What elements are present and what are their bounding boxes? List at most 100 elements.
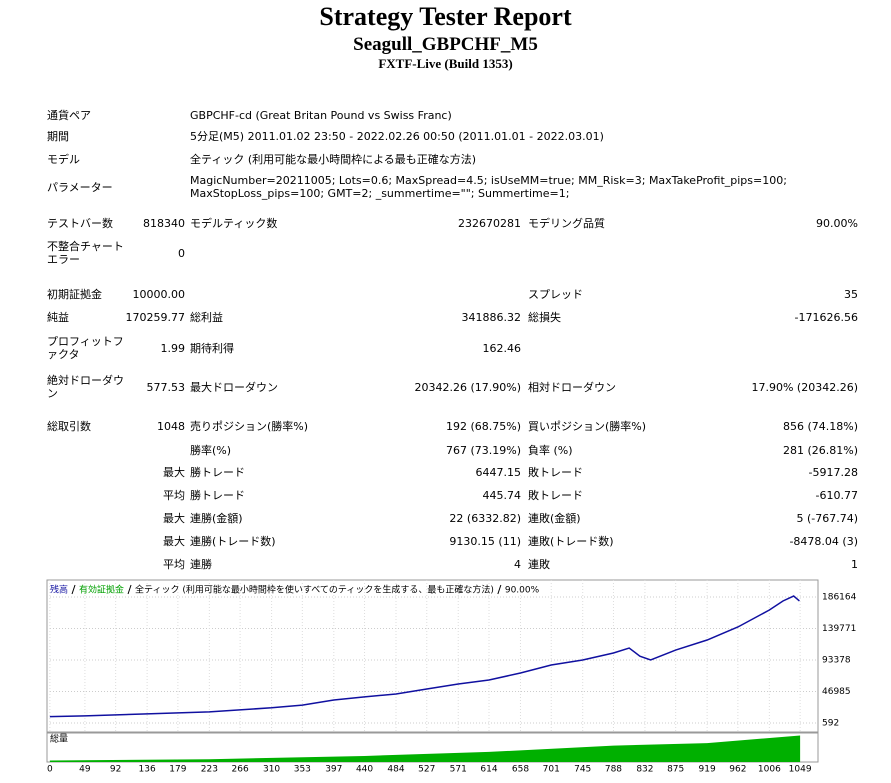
cell-value: 281 (26.81%) <box>782 443 858 457</box>
row-value: 5分足(M5) 2011.01.02 23:50 - 2022.02.26 00… <box>190 129 604 143</box>
x-tick-label: 788 <box>605 765 622 775</box>
cell-value: 最大 <box>163 534 185 548</box>
x-tick-label: 484 <box>387 765 404 775</box>
x-tick-label: 571 <box>450 765 467 775</box>
cell-value: 767 (73.19%) <box>445 443 521 457</box>
y-tick-label: 592 <box>822 719 839 729</box>
x-tick-label: 919 <box>699 765 716 775</box>
cell-value: 9130.15 (11) <box>449 534 521 548</box>
x-tick-label: 875 <box>667 765 684 775</box>
row-value: MagicNumber=20211005; Lots=0.6; MaxSprea… <box>190 174 787 200</box>
cell-value: 35 <box>844 287 858 301</box>
legend-item: 90.00% <box>505 586 540 596</box>
cell-label: 期待利得 <box>190 341 234 355</box>
cell-label: 敗トレード <box>528 488 583 502</box>
y-tick-label: 46985 <box>822 687 851 697</box>
cell-value: 90.00% <box>816 216 858 230</box>
cell-value: 445.74 <box>482 488 522 502</box>
volume-area <box>49 735 801 762</box>
cell-label: 敗トレード <box>528 465 583 479</box>
cell-value: 818340 <box>143 216 185 230</box>
cell-label: 勝トレード <box>190 465 245 479</box>
cell-value: 170259.77 <box>125 310 186 324</box>
balance-line <box>49 595 800 718</box>
cell-value: 1048 <box>157 419 185 433</box>
cell-label: 連敗(トレード数) <box>528 534 614 548</box>
x-tick-label: 658 <box>512 765 529 775</box>
x-tick-label: 832 <box>636 765 653 775</box>
cell-label: 連敗(金額) <box>528 511 581 525</box>
cell-label: 売りポジション(勝率%) <box>190 419 309 433</box>
cell-label: 相対ドローダウン <box>528 380 616 394</box>
cell-value: 232670281 <box>458 216 521 230</box>
cell-label: スプレッド <box>528 287 583 301</box>
x-tick-label: 1049 <box>789 765 812 775</box>
cell-value: 平均 <box>163 557 185 571</box>
cell-value: 最大 <box>163 511 185 525</box>
report-subtitle: Seagull_GBPCHF_M5 <box>353 34 538 55</box>
cell-label: 勝率(%) <box>190 443 232 457</box>
cell-value: 192 (68.75%) <box>445 419 521 433</box>
row-label: 期間 <box>47 129 69 143</box>
x-tick-label: 0 <box>47 765 53 775</box>
legend-separator <box>71 584 76 595</box>
cell-value: 10000.00 <box>132 287 186 301</box>
cell-value: 0 <box>178 246 185 260</box>
cell-value: -8478.04 (3) <box>789 534 858 548</box>
cell-value: -5917.28 <box>808 465 858 479</box>
report-build: FXTF-Live (Build 1353) <box>378 56 513 71</box>
cell-label: 最大ドローダウン <box>190 380 278 394</box>
cell-value: 856 (74.18%) <box>782 419 858 433</box>
row-value: GBPCHF-cd (Great Britan Pound vs Swiss F… <box>190 108 452 122</box>
x-tick-label: 962 <box>729 765 746 775</box>
x-tick-label: 266 <box>232 765 249 775</box>
cell-value: 平均 <box>163 488 185 502</box>
cell-value: 22 (6332.82) <box>449 511 521 525</box>
cell-value: 1.99 <box>160 341 186 355</box>
cell-value: 20342.26 (17.90%) <box>414 380 521 394</box>
cell-label: 連勝(トレード数) <box>190 534 276 548</box>
cell-label: 連敗 <box>528 557 550 571</box>
cell-value: 1 <box>851 557 858 571</box>
legend-separator <box>497 584 502 595</box>
x-tick-label: 49 <box>79 765 91 775</box>
cell-value: 341886.32 <box>461 310 522 324</box>
cell-label: プロフィットファクタ <box>47 335 124 361</box>
report-title: Strategy Tester Report <box>319 2 572 31</box>
x-tick-label: 136 <box>139 765 156 775</box>
x-tick-label: 745 <box>574 765 591 775</box>
cell-label: 総損失 <box>528 310 561 324</box>
cell-value: 162.46 <box>482 341 522 355</box>
cell-value: 577.53 <box>146 380 186 394</box>
cell-label: 負率 (%) <box>528 443 573 457</box>
cell-label: 初期証拠金 <box>47 287 102 301</box>
x-tick-label: 1006 <box>758 765 781 775</box>
cell-label: テストバー数 <box>47 216 113 230</box>
legend-item: 残高 <box>50 584 68 596</box>
cell-label: 連勝 <box>190 557 212 571</box>
x-tick-label: 92 <box>110 765 121 775</box>
y-tick-label: 93378 <box>822 656 851 666</box>
cell-value: -171626.56 <box>794 310 858 324</box>
cell-value: 5 (-767.74) <box>796 511 858 525</box>
cell-label: 総利益 <box>190 310 223 324</box>
x-tick-label: 701 <box>543 765 560 775</box>
x-tick-label: 614 <box>480 765 497 775</box>
cell-label: 不整合チャートエラー <box>47 240 124 266</box>
cell-value: 6447.15 <box>475 465 522 479</box>
x-tick-label: 223 <box>201 765 218 775</box>
x-tick-label: 397 <box>325 765 342 775</box>
legend-separator <box>127 584 132 595</box>
x-tick-label: 179 <box>169 765 186 775</box>
plot-frame <box>46 579 819 733</box>
y-tick-label: 139771 <box>822 624 856 634</box>
row-label: モデル <box>47 152 80 166</box>
cell-label: 絶対ドローダウン <box>47 374 124 400</box>
cell-value: 17.90% (20342.26) <box>751 380 858 394</box>
x-tick-label: 440 <box>356 765 373 775</box>
y-tick-label: 186164 <box>822 592 857 602</box>
row-label: パラメーター <box>47 180 113 194</box>
volume-title: 総量 <box>50 733 68 745</box>
